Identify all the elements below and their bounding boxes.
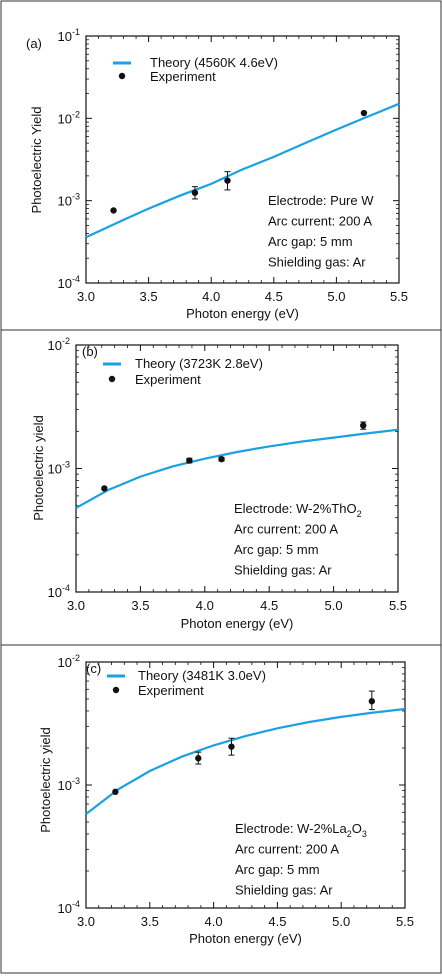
experiment-point: [368, 698, 376, 705]
legend-experiment-swatch: [112, 686, 120, 694]
x-tick-label: 5.0: [325, 598, 343, 613]
x-tick-label: 4.5: [260, 598, 278, 613]
x-tick-label: 4.5: [265, 289, 283, 304]
x-tick-label: 5.0: [332, 914, 350, 929]
legend-experiment-label: Experiment: [135, 372, 201, 387]
experiment-point: [186, 457, 193, 464]
plot-frame: [85, 35, 400, 284]
x-axis-title: Photon energy (eV): [189, 931, 302, 946]
chart-panel-3: (c) 3.0 3.5 4.0 4.5 5.0 5.5 10-2 10-3 10-4 Photon …: [38, 653, 414, 946]
annotation-line: Arc current: 200 A: [235, 842, 339, 857]
panel-label: (b): [82, 344, 98, 359]
experiment-point: [112, 788, 119, 796]
x-tick-label: 4.5: [268, 914, 286, 929]
x-tick-label: 3.5: [140, 289, 158, 304]
theory-line: [85, 707, 406, 815]
x-axis-title: Photon energy (eV): [181, 616, 294, 631]
x-tick-label: 4.0: [196, 598, 214, 613]
x-axis-title: Photon energy (eV): [186, 306, 299, 321]
annotation-line: Arc current: 200 A: [268, 214, 372, 229]
annotation-line: Electrode: Pure W: [268, 193, 374, 208]
x-tick-label: 3.0: [67, 598, 85, 613]
x-tick-label: 3.0: [77, 289, 95, 304]
experiment-point: [360, 422, 367, 429]
y-tick-label: 10-2: [48, 336, 70, 353]
experiment-point: [101, 485, 108, 492]
y-tick-label: 10-2: [58, 653, 80, 670]
legend-theory-label: Theory (3723K 2.8eV): [135, 356, 263, 371]
annotation-line: Electrode: W-2%ThO2: [234, 501, 362, 519]
legend-theory-label: Theory (4560K 4.6eV): [150, 55, 278, 70]
experiment-point: [195, 755, 202, 762]
legend-experiment-label: Experiment: [138, 683, 204, 698]
y-axis-title: Photoelectric yield: [38, 727, 53, 833]
x-tick-label: 4.0: [202, 289, 220, 304]
x-tick-label: 5.5: [389, 598, 407, 613]
x-tick-label: 4.0: [205, 914, 223, 929]
experiment-point: [228, 743, 235, 750]
experiment-point: [218, 455, 225, 463]
annotation-line: Shielding gas: Ar: [268, 255, 366, 270]
panel-label: (c): [86, 661, 101, 676]
experiment-point: [110, 207, 117, 214]
y-axis-title: Photoelectric yield: [31, 415, 46, 521]
theory-line: [75, 428, 399, 509]
x-tick-label: 3.5: [131, 598, 149, 613]
annotation-line: Arc gap: 5 mm: [268, 234, 353, 249]
y-tick-label: 10-1: [58, 27, 80, 44]
chart-panel-2: (b) 3.0 3.5 4.0 4.5 5.0 5.5 10-2 10-3 10-4 Photon …: [31, 336, 407, 631]
x-tick-label: 5.5: [390, 289, 408, 304]
panel-label: (a): [26, 36, 42, 51]
legend-experiment-swatch: [118, 72, 126, 80]
theory-line: [85, 102, 400, 239]
experiment-point: [224, 177, 231, 184]
y-tick-label: 10-3: [58, 776, 80, 793]
experiment-point: [360, 109, 368, 117]
legend-experiment-swatch: [108, 375, 116, 383]
annotation-line: Arc gap: 5 mm: [235, 862, 320, 877]
chart-panel-1: (a) 3.0 3.5 4.0 4.5 5.0 5.5 10-1 10-2 10-3 10-4 Pho…: [26, 27, 408, 321]
x-tick-label: 3.5: [141, 914, 159, 929]
annotation-line: Arc current: 200 A: [234, 522, 338, 537]
y-tick-label: 10-3: [58, 192, 80, 209]
annotation-line: Electrode: W-2%La2O3: [235, 821, 367, 839]
x-tick-label: 3.0: [77, 914, 95, 929]
annotation-line: Shielding gas: Ar: [235, 883, 333, 898]
annotation-line: Arc gap: 5 mm: [234, 542, 319, 557]
y-tick-label: 10-4: [48, 583, 70, 600]
x-tick-label: 5.5: [396, 914, 414, 929]
experiment-point: [191, 189, 199, 196]
y-tick-label: 10-3: [48, 460, 70, 477]
y-tick-label: 10-4: [58, 274, 80, 291]
legend-theory-label: Theory (3481K 3.0eV): [138, 668, 266, 683]
y-tick-label: 10-4: [58, 899, 80, 916]
y-axis-title: Photoelectric Yield: [29, 107, 44, 214]
y-tick-label: 10-2: [58, 109, 80, 126]
annotation-line: Shielding gas: Ar: [234, 563, 332, 578]
legend-experiment-label: Experiment: [150, 69, 216, 84]
x-tick-label: 5.0: [327, 289, 345, 304]
